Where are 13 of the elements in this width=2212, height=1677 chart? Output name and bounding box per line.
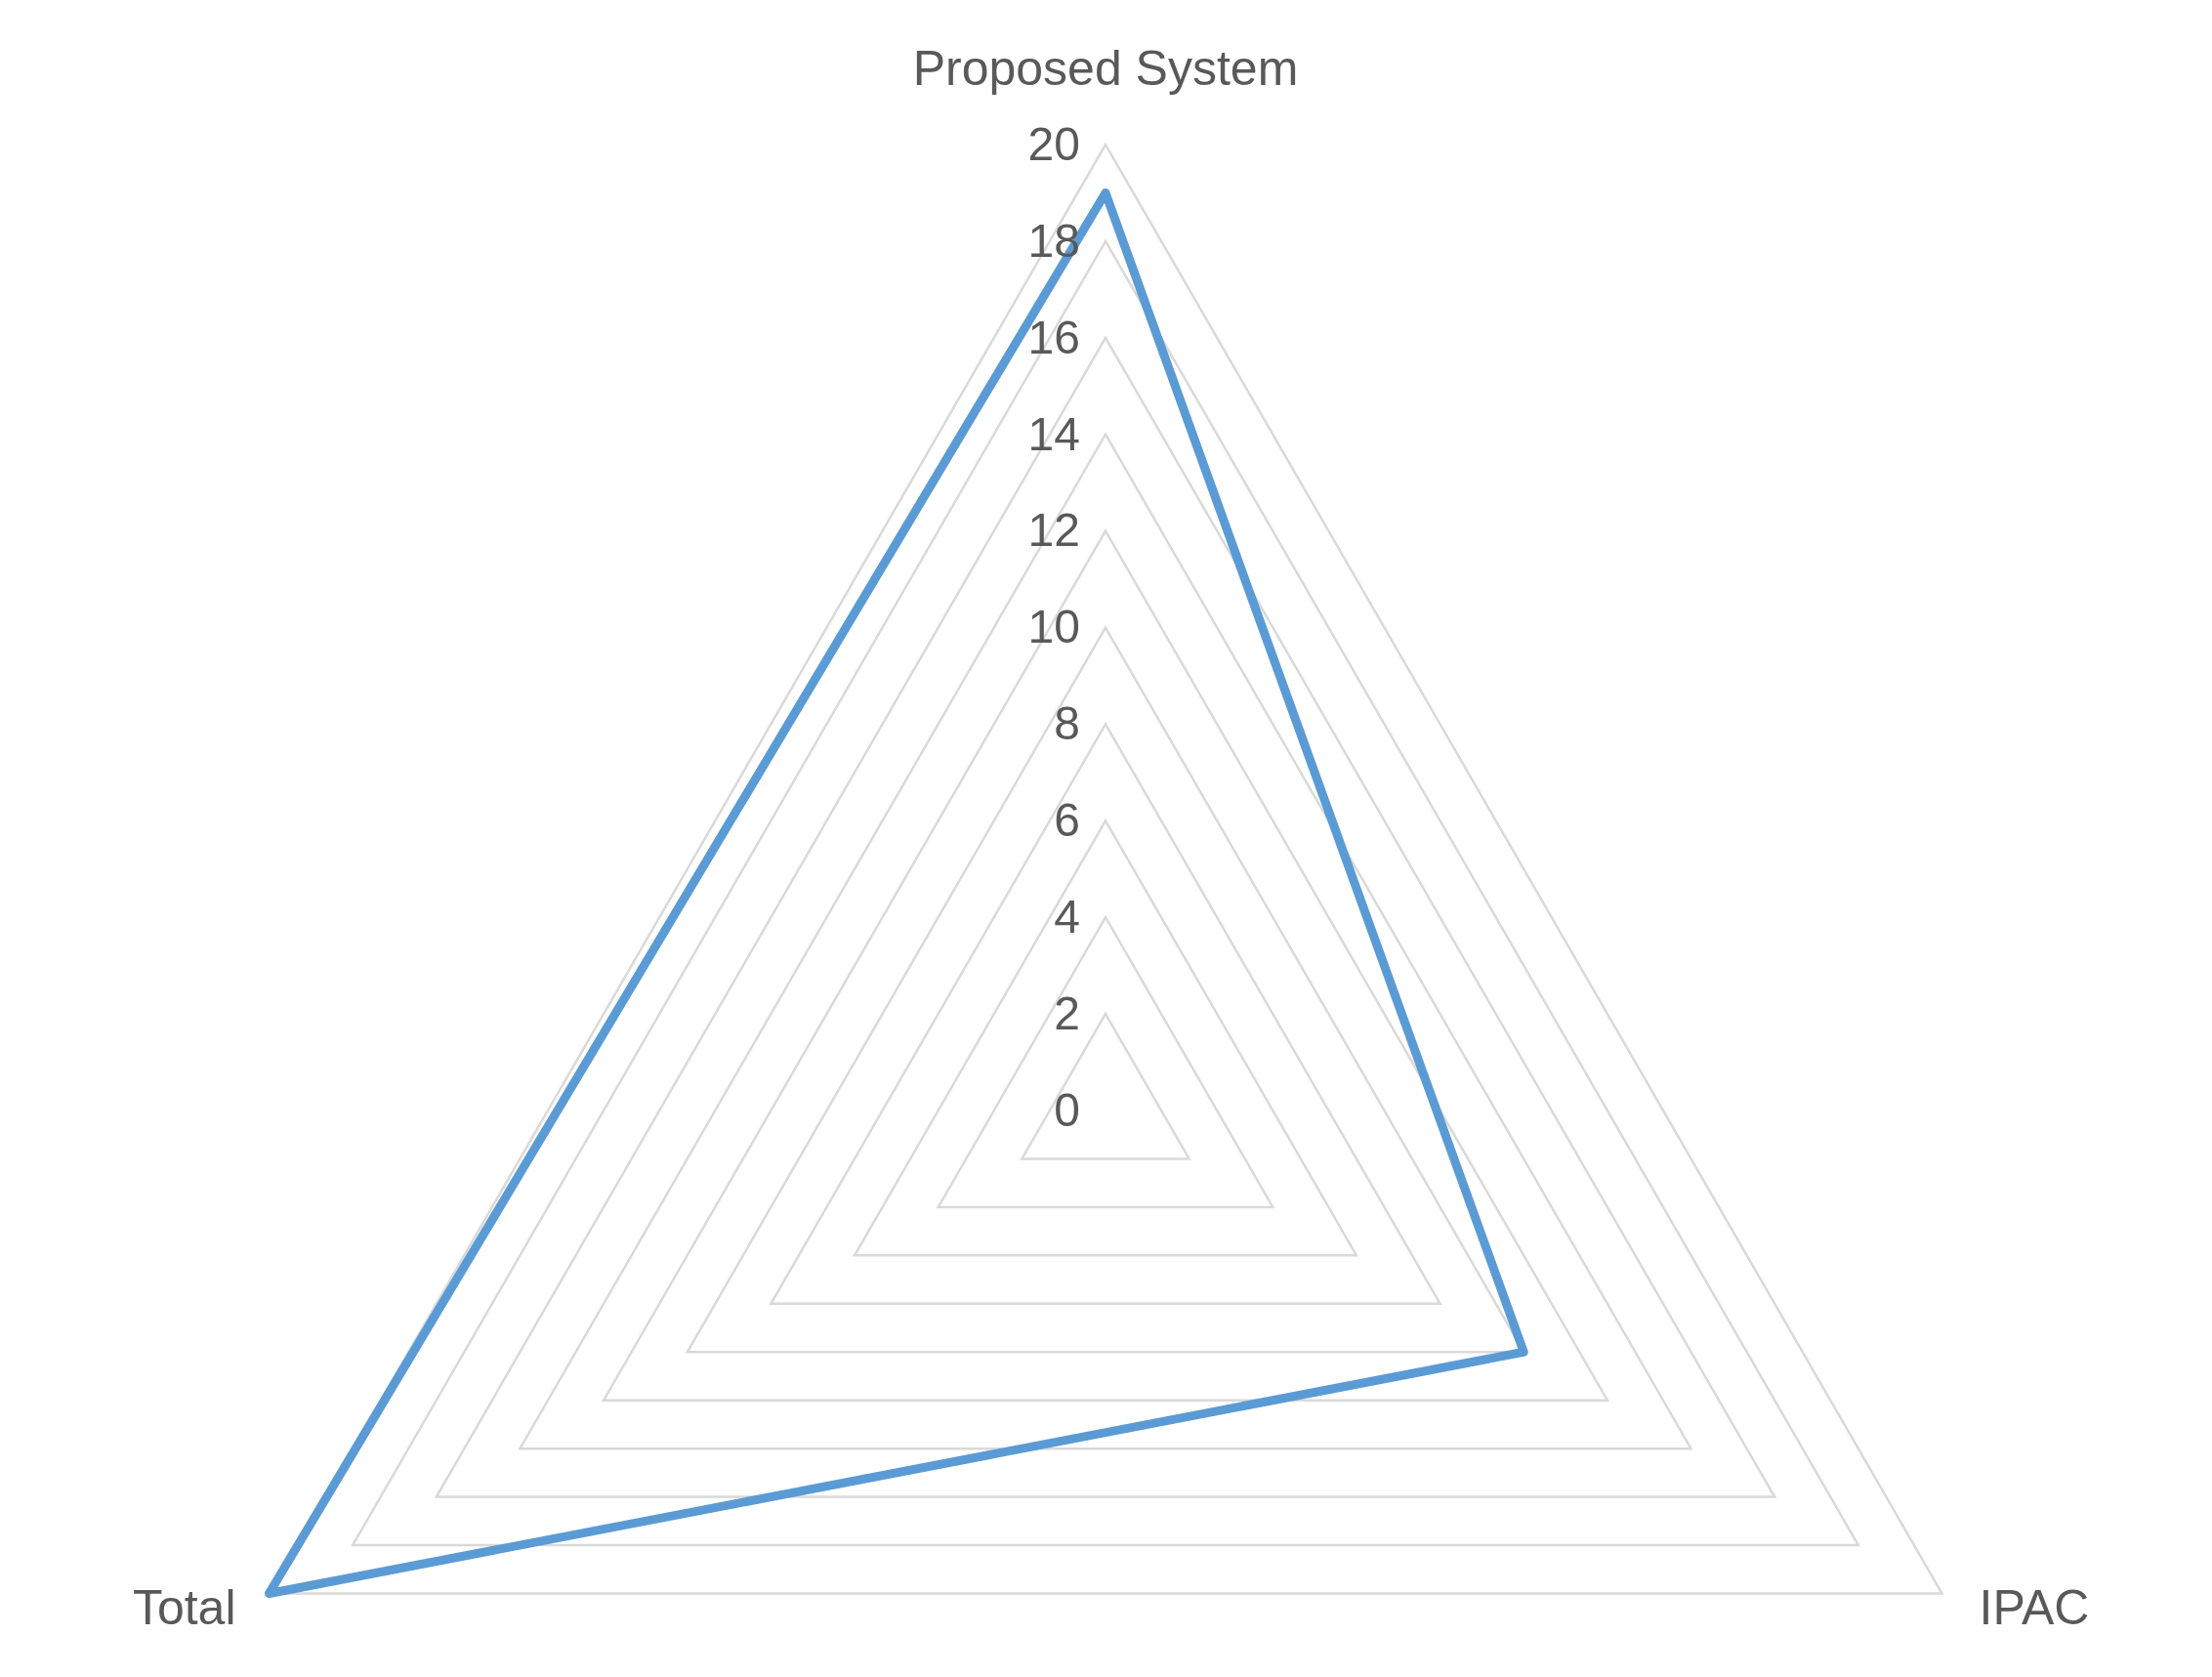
spoke-label: Proposed System	[912, 41, 1299, 96]
y-tick-label: 6	[1054, 794, 1080, 847]
y-tick-label: 20	[1027, 117, 1080, 170]
spoke-label: Total	[132, 1579, 236, 1635]
y-tick-label: 14	[1027, 407, 1080, 460]
y-tick-label: 16	[1027, 311, 1080, 363]
y-tick-label: 8	[1054, 697, 1080, 750]
spoke-label: IPAC	[1979, 1579, 2090, 1635]
y-tick-label: 4	[1054, 891, 1080, 943]
y-tick-label: 2	[1054, 986, 1080, 1039]
y-tick-label: 0	[1054, 1083, 1080, 1136]
y-tick-label: 10	[1027, 601, 1080, 653]
y-tick-label: 12	[1027, 504, 1080, 557]
